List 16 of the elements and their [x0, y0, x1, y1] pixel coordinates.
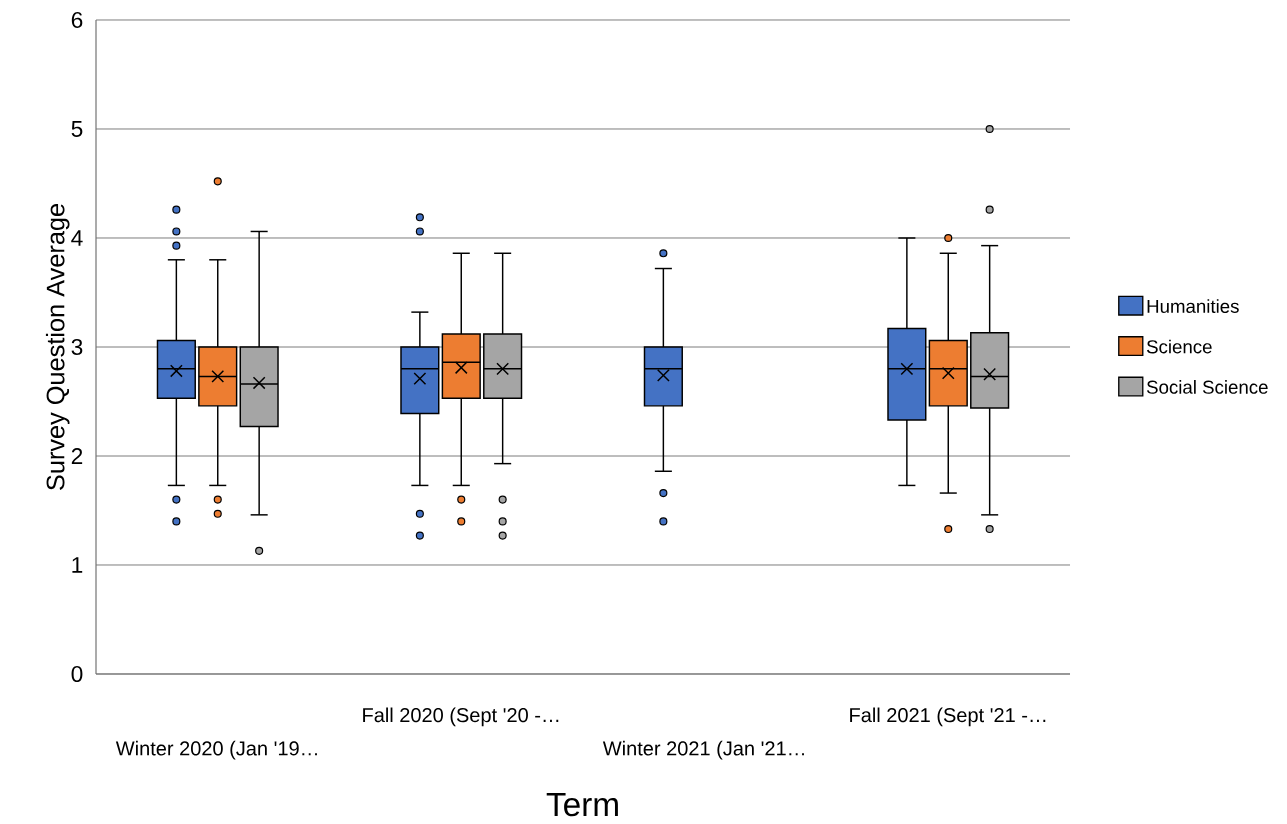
- legend-label: Social Science: [1146, 380, 1268, 394]
- y-tick-label: 1: [72, 557, 83, 573]
- y-tick-label: 6: [71, 11, 83, 29]
- x-axis-title: Term: [546, 793, 618, 817]
- x-tick-label: Winter 2020 (Jan '19…: [115, 740, 317, 760]
- y-tick-label: 2: [71, 448, 83, 464]
- y-axis-title: Survey Question Average: [45, 204, 70, 490]
- legend-label: Science: [1146, 339, 1212, 354]
- y-tick-label: 0: [71, 665, 83, 683]
- x-tick-label: Fall 2021 (Sept '21 -…: [850, 707, 1046, 727]
- x-tick-label: Fall 2020 (Sept '20 -…: [363, 707, 559, 727]
- legend-label: Humanities: [1147, 299, 1239, 313]
- y-tick-label: 5: [71, 121, 83, 137]
- y-tick-label: 3: [71, 338, 83, 356]
- x-tick-label: Winter 2021 (Jan '21…: [602, 740, 804, 760]
- y-tick-label: 4: [71, 230, 83, 246]
